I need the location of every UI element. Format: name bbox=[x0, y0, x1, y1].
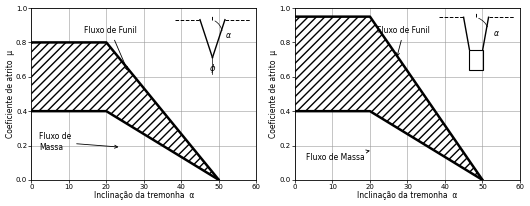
Y-axis label: Coeficiente de atrito  μ: Coeficiente de atrito μ bbox=[269, 50, 278, 138]
Text: Fluxo de
Massa: Fluxo de Massa bbox=[39, 132, 118, 152]
Text: Fluxo de Funil: Fluxo de Funil bbox=[84, 26, 137, 70]
X-axis label: Inclinação da tremonha  α: Inclinação da tremonha α bbox=[357, 191, 457, 200]
Text: Fluxo de Massa: Fluxo de Massa bbox=[306, 150, 369, 162]
Polygon shape bbox=[31, 42, 219, 180]
Polygon shape bbox=[295, 17, 482, 180]
Y-axis label: Coeficiente de atrito  μ: Coeficiente de atrito μ bbox=[5, 50, 14, 138]
X-axis label: Inclinação da tremonha  α: Inclinação da tremonha α bbox=[94, 191, 194, 200]
Text: Fluxo de Funil: Fluxo de Funil bbox=[377, 26, 430, 56]
